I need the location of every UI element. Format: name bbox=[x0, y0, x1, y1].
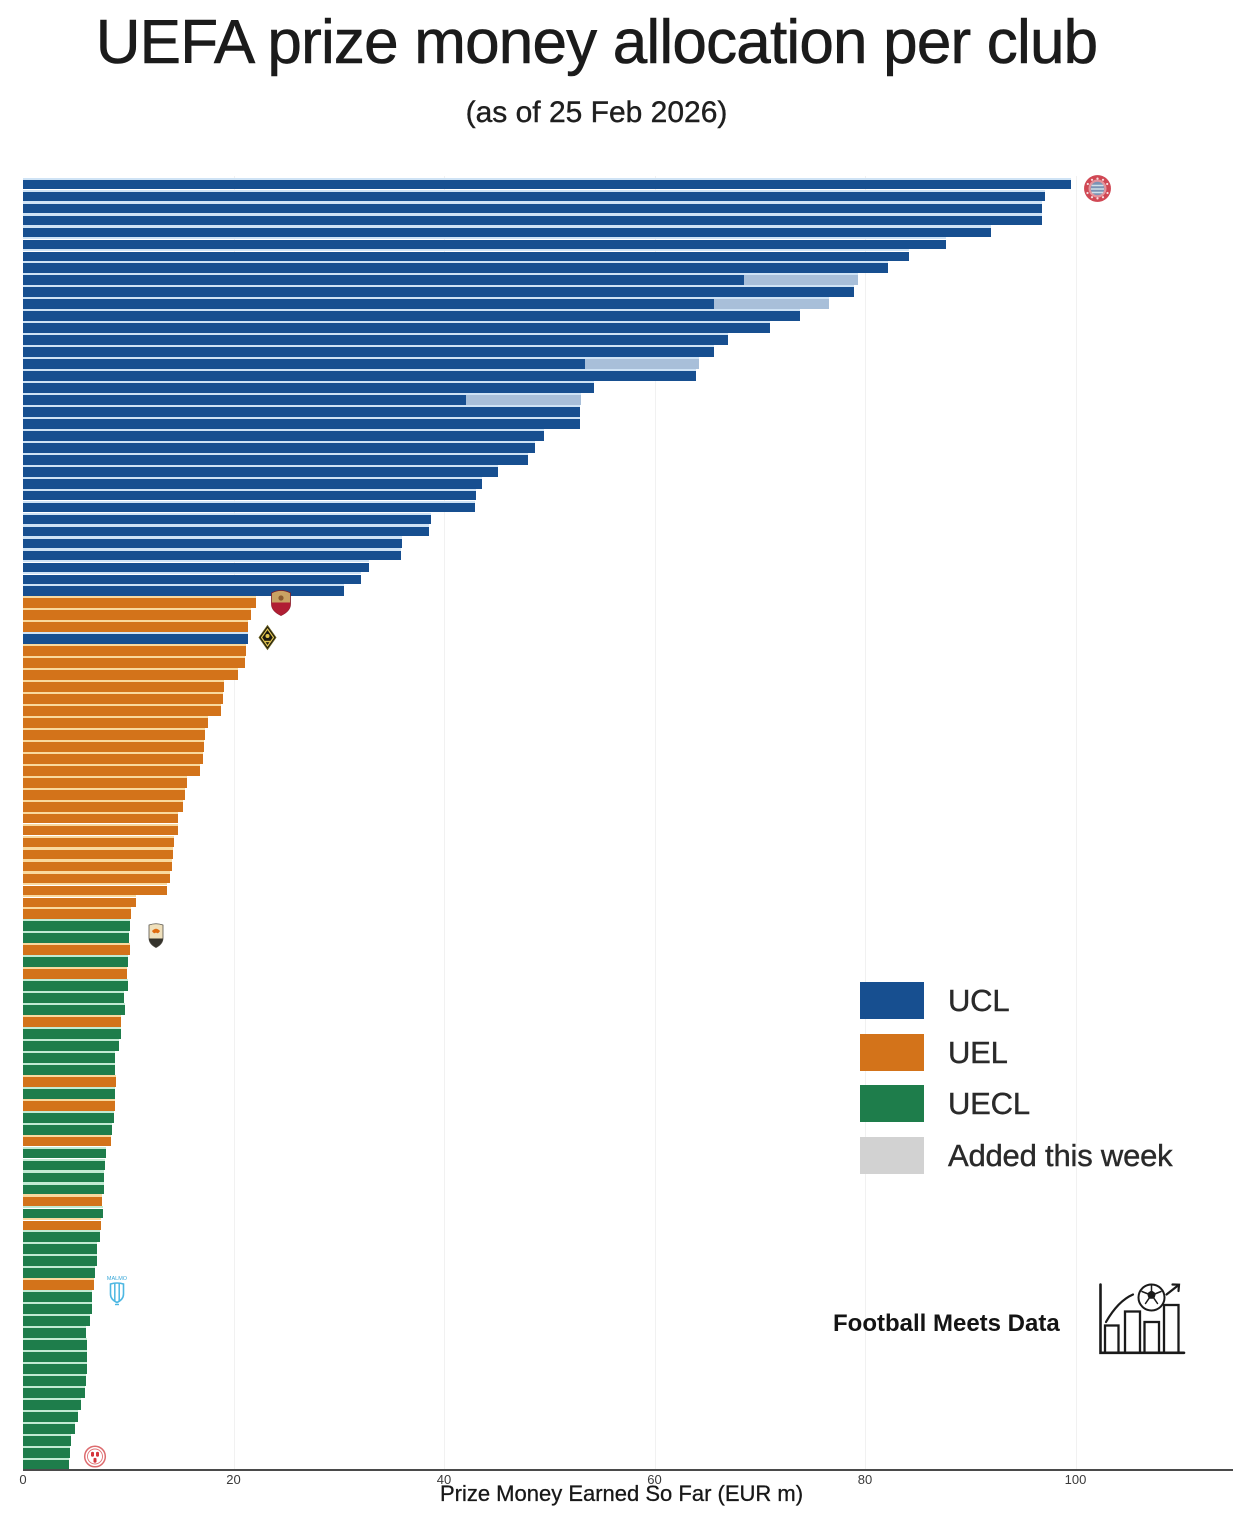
svg-text:MALMO: MALMO bbox=[107, 1276, 128, 1282]
